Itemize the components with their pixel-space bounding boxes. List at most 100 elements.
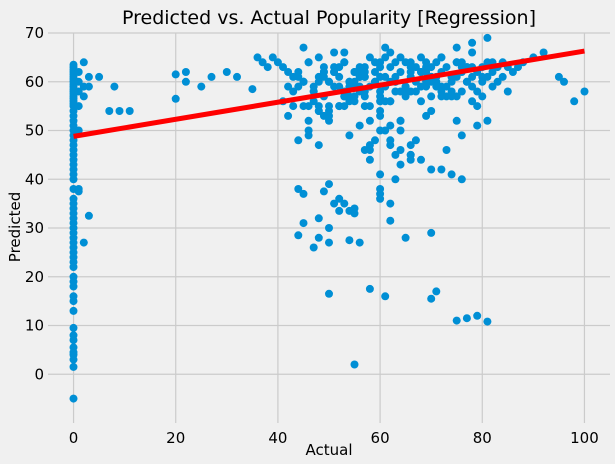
data-point: [69, 323, 78, 332]
data-point: [427, 228, 436, 237]
data-point: [294, 82, 303, 91]
data-point: [289, 102, 298, 111]
data-point: [437, 53, 446, 62]
data-point: [365, 53, 374, 62]
data-point: [483, 33, 492, 42]
data-point: [325, 77, 333, 86]
data-point: [304, 116, 313, 125]
data-point: [488, 82, 497, 91]
x-tick-label: 60: [371, 429, 390, 447]
data-point: [325, 116, 333, 125]
data-point: [233, 72, 241, 81]
data-point: [79, 92, 88, 101]
y-tick-label: 30: [25, 219, 44, 237]
data-point: [478, 92, 487, 101]
data-point: [69, 331, 78, 340]
data-point: [355, 121, 364, 130]
data-point: [340, 48, 349, 57]
x-tick-label: 0: [69, 429, 79, 447]
data-point: [483, 116, 492, 125]
data-point: [391, 175, 400, 184]
data-point: [319, 63, 328, 72]
data-point: [304, 102, 313, 111]
data-point: [69, 306, 78, 315]
regression-line-path: [73, 48, 585, 139]
data-point: [442, 146, 451, 154]
data-point: [457, 175, 466, 184]
data-point: [417, 82, 425, 91]
data-point: [376, 189, 385, 198]
data-point: [396, 146, 405, 154]
data-point: [447, 87, 456, 96]
data-point: [314, 233, 323, 242]
data-point: [580, 87, 589, 96]
data-point: [365, 116, 374, 125]
data-point: [69, 394, 78, 403]
data-point: [478, 72, 487, 81]
data-point: [335, 206, 344, 215]
data-point: [74, 68, 83, 76]
data-point: [386, 216, 395, 225]
data-point: [309, 82, 318, 91]
data-point: [396, 160, 405, 169]
data-point: [181, 77, 190, 86]
data-point: [284, 111, 293, 120]
data-point: [401, 82, 410, 91]
data-point: [386, 141, 395, 150]
data-point: [473, 102, 482, 111]
data-point: [432, 287, 441, 296]
data-point: [554, 72, 563, 81]
data-point: [360, 146, 369, 154]
data-point: [417, 68, 425, 76]
data-point: [483, 317, 492, 326]
data-point: [319, 111, 328, 120]
data-point: [325, 238, 333, 247]
data-point: [437, 92, 446, 101]
data-point: [304, 131, 313, 140]
data-point: [289, 87, 298, 96]
y-tick-label: 60: [25, 73, 44, 91]
data-point: [422, 58, 431, 67]
data-point: [493, 77, 502, 86]
data-point: [376, 126, 385, 135]
data-point: [462, 77, 471, 86]
data-point: [503, 87, 512, 96]
data-point: [309, 97, 318, 106]
data-point: [330, 199, 339, 208]
y-tick-label: 0: [34, 365, 44, 383]
data-point: [74, 126, 83, 135]
data-point: [457, 87, 466, 96]
data-point: [417, 97, 425, 106]
data-point: [570, 97, 579, 106]
data-point: [488, 68, 497, 76]
x-tick-label: 100: [570, 429, 599, 447]
data-point: [279, 63, 287, 72]
data-point: [422, 111, 431, 120]
data-point: [284, 68, 293, 76]
data-point: [401, 233, 410, 242]
data-point: [294, 72, 303, 81]
x-tick-label: 40: [268, 429, 287, 447]
y-tick-label: 10: [25, 317, 44, 335]
data-point: [314, 141, 323, 150]
data-point: [417, 155, 425, 164]
data-point: [325, 224, 333, 232]
data-point: [360, 92, 369, 101]
data-point: [386, 199, 395, 208]
data-point: [381, 53, 390, 62]
data-point: [69, 194, 78, 203]
data-point: [452, 116, 461, 125]
data-point: [391, 150, 400, 159]
data-point: [457, 131, 466, 140]
data-point: [365, 155, 374, 164]
data-point: [355, 238, 364, 247]
data-point: [258, 58, 267, 67]
tick-labels: 0 20 40 60 80 100 0 10 20 30 40 50 60 70: [25, 24, 599, 447]
x-tick-label: 20: [166, 429, 185, 447]
data-point: [411, 136, 420, 145]
data-point: [340, 199, 349, 208]
data-point: [473, 87, 482, 96]
data-point: [355, 63, 364, 72]
y-tick-label: 70: [25, 24, 44, 42]
